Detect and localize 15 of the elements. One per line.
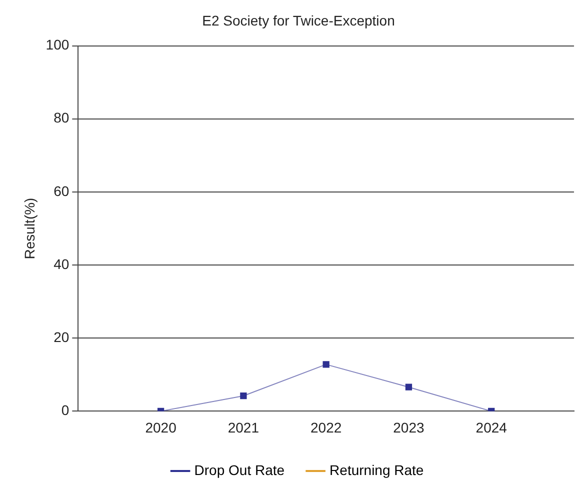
legend-label: Returning Rate xyxy=(330,462,424,478)
y-tick-label: 20 xyxy=(54,328,70,345)
chart-title: E2 Society for Twice-Exception xyxy=(202,12,395,28)
y-tick-label: 100 xyxy=(46,36,70,53)
x-tick-label: 2023 xyxy=(393,419,424,436)
x-tick-label: 2024 xyxy=(476,419,508,436)
y-tick-label: 40 xyxy=(54,256,70,272)
y-tick-label: 60 xyxy=(54,182,70,199)
x-tick-label: 2022 xyxy=(310,419,342,436)
y-tick-label: 0 xyxy=(61,402,70,418)
y-tick-label: 80 xyxy=(54,110,70,126)
legend-label: Drop Out Rate xyxy=(194,462,285,478)
x-tick-label: 2020 xyxy=(145,419,177,436)
y-axis-title: Result(%) xyxy=(21,198,38,260)
x-tick-label: 2021 xyxy=(228,419,260,436)
